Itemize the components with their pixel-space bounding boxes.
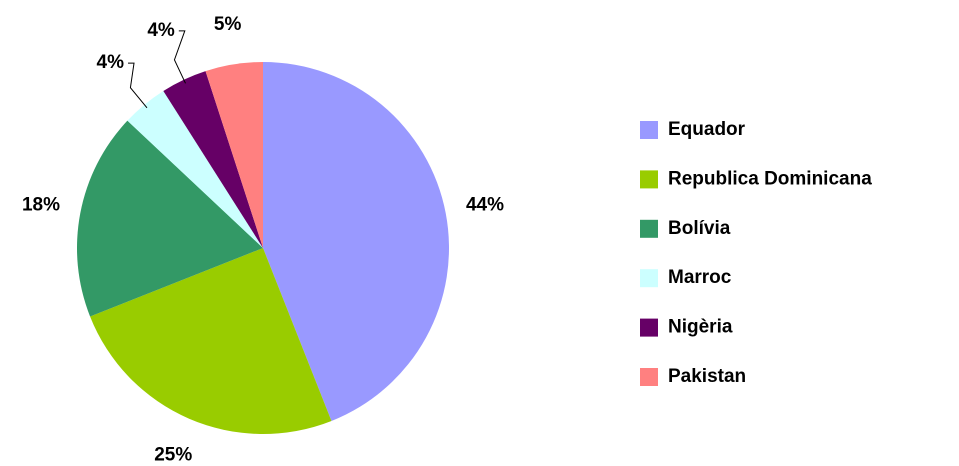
legend-swatch <box>640 368 658 386</box>
legend-label: Bolívia <box>668 218 731 239</box>
legend-label: Marroc <box>668 267 732 288</box>
data-label: 18% <box>22 195 60 216</box>
pie-slice <box>205 62 263 248</box>
data-label: 4% <box>147 20 175 41</box>
data-label: 44% <box>466 195 504 216</box>
legend-swatch <box>640 318 658 337</box>
pie-slice <box>263 62 449 421</box>
pie-slice <box>127 90 263 248</box>
leader-line <box>128 62 148 109</box>
legend-label: Equador <box>668 119 746 140</box>
legend-swatch <box>640 219 658 238</box>
data-label: 25% <box>154 444 192 465</box>
data-label: 4% <box>97 52 125 73</box>
legend-label: Republica Dominicana <box>668 168 872 189</box>
pie-slice <box>77 120 264 317</box>
legend-swatch <box>640 170 658 189</box>
legend-label: Pakistan <box>668 366 746 387</box>
data-label: 5% <box>214 14 242 35</box>
legend-label: Nigèria <box>668 317 733 338</box>
pie-slice <box>163 71 263 248</box>
legend-swatch <box>640 269 658 288</box>
leader-line <box>173 30 186 84</box>
pie-slice <box>90 248 332 434</box>
legend-swatch <box>640 121 658 139</box>
